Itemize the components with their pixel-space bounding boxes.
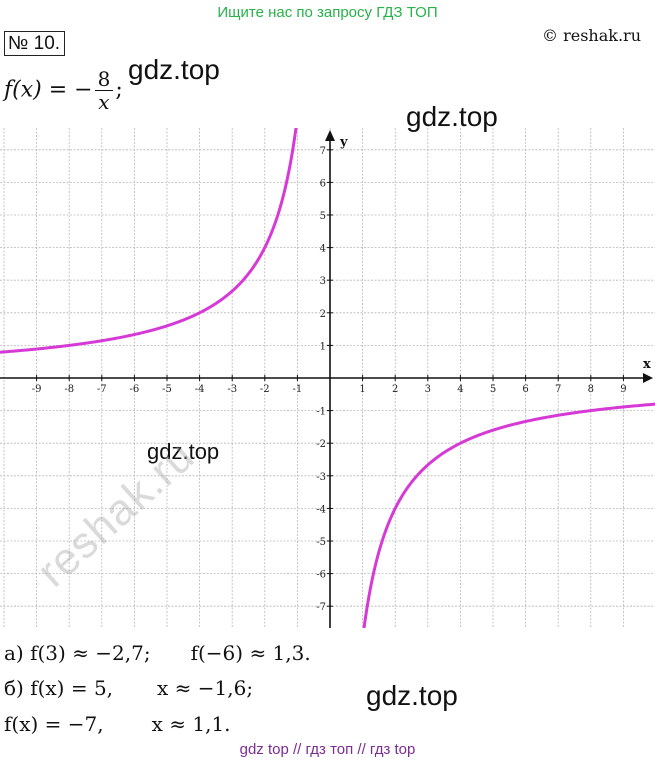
x-tick-label: -1: [293, 384, 303, 395]
y-tick-label: -6: [316, 570, 326, 581]
x-tick-label: -2: [260, 384, 270, 395]
y-tick-label: 2: [320, 309, 326, 320]
x-tick-label: 9: [620, 384, 626, 395]
x-tick-label: 2: [392, 384, 398, 395]
problem-number: № 10.: [4, 31, 66, 56]
x-tick-label: -6: [130, 384, 140, 395]
watermark-gdz-3: gdz.top: [147, 439, 220, 464]
y-axis-label: y: [339, 135, 348, 150]
x-tick-label: 7: [555, 384, 561, 395]
answer-b-part1: б) f(x) = 5,: [4, 676, 114, 700]
answer-a: а) f(3) ≈ −2,7; f(−6) ≈ 1,3.: [4, 641, 311, 665]
x-tick-label: -7: [97, 384, 107, 395]
answer-a-part2: f(−6) ≈ 1,3.: [190, 641, 311, 665]
answer-a-part1: а) f(3) ≈ −2,7;: [4, 641, 151, 665]
y-tick-label: -3: [316, 472, 326, 483]
x-tick-label: -8: [64, 384, 74, 395]
x-tick-label: -4: [195, 384, 205, 395]
x-tick-label: -3: [227, 384, 237, 395]
y-tick-label: -7: [316, 602, 326, 613]
formula-end: ;: [115, 77, 123, 103]
y-tick-label: -4: [316, 504, 326, 515]
x-tick-label: 3: [425, 384, 431, 395]
answer-b: б) f(x) = 5, x ≈ −1,6;: [4, 676, 253, 700]
y-tick-label: 4: [320, 244, 326, 255]
y-tick-label: 7: [320, 146, 326, 157]
y-tick-label: -1: [316, 407, 326, 418]
curve-branch-right: [362, 402, 655, 628]
x-tick-label: 1: [359, 384, 365, 395]
y-tick-label: 3: [320, 276, 326, 287]
graph-curves: [0, 128, 655, 628]
watermark-gdz-4: gdz.top: [366, 680, 458, 711]
answer-c: f(x) = −7, x ≈ 1,1.: [4, 712, 231, 736]
hyperbola-graph: -9-8-7-6-5-4-3-2-1123456789987654321-1-2…: [0, 128, 655, 628]
graph-axes: [0, 130, 653, 628]
answer-b-part2: x ≈ −1,6;: [157, 676, 254, 700]
answer-c-part2: x ≈ 1,1.: [151, 712, 231, 736]
copyright-text: © reshak.ru: [542, 26, 641, 45]
watermark-gdz-1: gdz.top: [128, 54, 220, 85]
y-tick-label: -2: [316, 439, 326, 450]
watermark-gdz-2: gdz.top: [406, 101, 498, 132]
y-tick-label: 1: [320, 341, 326, 352]
x-tick-label: 6: [522, 384, 528, 395]
y-tick-label: -5: [316, 537, 326, 548]
footer-links: gdz top // гдз топ // гдз top: [239, 741, 416, 758]
answer-c-part1: f(x) = −7,: [4, 712, 104, 736]
curve-branch-left: [0, 128, 298, 354]
x-tick-label: 4: [457, 384, 463, 395]
x-axis-arrow: [643, 373, 653, 383]
formula-lhs: f(x) = −: [4, 77, 93, 103]
x-tick-label: -5: [162, 384, 172, 395]
x-tick-label: 5: [490, 384, 496, 395]
formula-numerator: 8: [94, 68, 114, 91]
y-tick-label: 5: [320, 211, 326, 222]
x-axis-label: x: [643, 357, 651, 372]
formula-denominator: x: [98, 90, 110, 114]
x-tick-label: 8: [588, 384, 594, 395]
graph-tick-labels: -9-8-7-6-5-4-3-2-1123456789987654321-1-2…: [32, 135, 651, 613]
y-axis-arrow: [325, 130, 335, 141]
x-tick-label: -9: [32, 384, 42, 395]
header-search-hint: Ищите нас по запросу ГДЗ ТОП: [217, 4, 438, 21]
y-tick-label: 6: [320, 178, 326, 189]
function-formula: f(x) = −8 x;: [4, 68, 123, 113]
